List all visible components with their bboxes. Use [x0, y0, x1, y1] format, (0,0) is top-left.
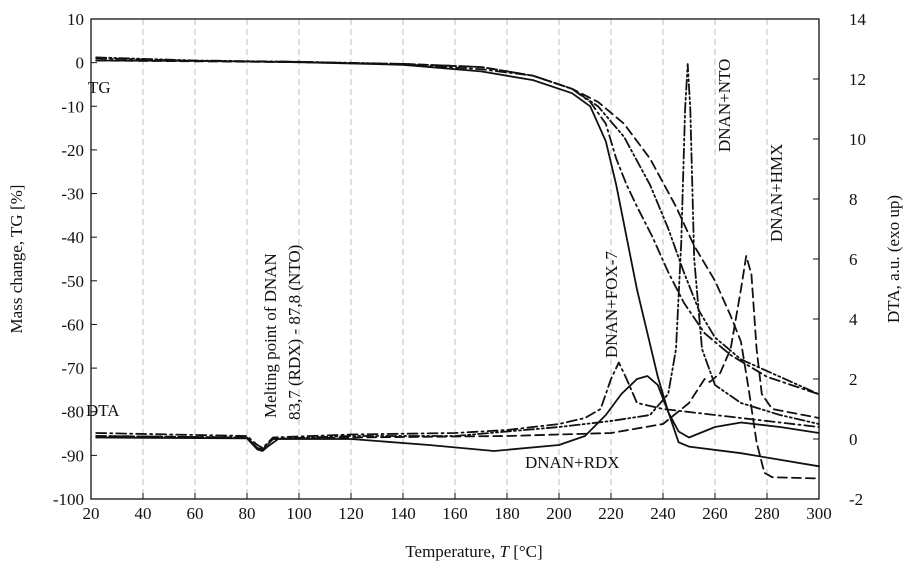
- hmx-annotation: DNAN+HMX: [767, 144, 786, 242]
- y-right-tick-label: 10: [849, 130, 866, 149]
- x-tick-label: 280: [754, 504, 780, 523]
- x-tick-label: 40: [135, 504, 152, 523]
- x-tick-label: 120: [338, 504, 364, 523]
- x-tick-label: 300: [806, 504, 832, 523]
- tg-line-dnan-hmx: [95, 59, 820, 480]
- dta-annotation: DTA: [86, 401, 120, 420]
- nto-annotation: DNAN+NTO: [715, 59, 734, 152]
- y-right-tick-label: 2: [849, 370, 858, 389]
- rdx-annotation: DNAN+RDX: [525, 453, 620, 472]
- x-tick-label: 200: [546, 504, 572, 523]
- y-left-tick-label: 0: [76, 54, 85, 73]
- y-right-tick-label: 0: [849, 430, 858, 449]
- dta-line-dnan-rdx: [95, 375, 820, 452]
- y-left-tick-label: -20: [61, 141, 84, 160]
- x-tick-label: 140: [390, 504, 416, 523]
- tick-group: 20 40 60 80 100 120 140 160 180 200 220 240 260 280 30…: [53, 10, 867, 523]
- y-left-tick-label: -40: [61, 228, 84, 247]
- y-left-tick-label: -90: [61, 446, 84, 465]
- y-left-tick-label: -30: [61, 185, 84, 204]
- y-left-tick-label: -70: [61, 359, 84, 378]
- x-tick-label: 100: [286, 504, 312, 523]
- x-tick-label: 260: [702, 504, 728, 523]
- x-tick-label: 160: [442, 504, 468, 523]
- tg-line-dnan-nto: [95, 56, 820, 396]
- gridlines: [142, 19, 768, 499]
- y-right-tick-label: -2: [849, 490, 863, 509]
- x-tick-label: 60: [187, 504, 204, 523]
- x-tick-label: 220: [598, 504, 624, 523]
- y-axis-left-label: Mass change, TG [%]: [7, 185, 26, 334]
- x-tick-label: 20: [83, 504, 100, 523]
- y-left-tick-label: -60: [61, 315, 84, 334]
- y-left-tick-label: 10: [67, 10, 84, 29]
- tg-annotation: TG: [88, 78, 111, 97]
- x-axis-label: Temperature, T [°C]: [405, 542, 542, 561]
- y-right-tick-label: 4: [849, 310, 858, 329]
- x-tick-label: 180: [494, 504, 520, 523]
- dta-line-dnan-nto: [95, 63, 820, 451]
- tg-line-dnan-rdx: [95, 59, 820, 468]
- melting-point-annotation-line1: Melting point of DNAN: [261, 253, 280, 418]
- y-left-tick-label: -100: [53, 490, 84, 509]
- y-left-tick-label: -80: [61, 403, 84, 422]
- x-tick-label: 80: [239, 504, 256, 523]
- y-left-tick-label: -50: [61, 272, 84, 291]
- y-right-tick-label: 6: [849, 250, 858, 269]
- fox7-annotation: DNAN+FOX-7: [602, 251, 621, 358]
- y-left-tick-label: -10: [61, 97, 84, 116]
- y-axis-right-label: DTA, a.u. (exo up): [884, 195, 903, 323]
- dta-line-dnan-hmx: [95, 255, 820, 451]
- tg-line-dnan-fox-7: [95, 57, 820, 396]
- dta-line-dnan-fox-7: [95, 361, 820, 449]
- y-right-tick-label: 12: [849, 70, 866, 89]
- y-right-tick-label: 8: [849, 190, 858, 209]
- y-right-tick-label: 14: [849, 10, 867, 29]
- melting-point-annotation-line2: 83,7 (RDX) - 87,8 (NTO): [285, 245, 304, 420]
- x-tick-label: 240: [650, 504, 676, 523]
- series-group: [95, 56, 820, 480]
